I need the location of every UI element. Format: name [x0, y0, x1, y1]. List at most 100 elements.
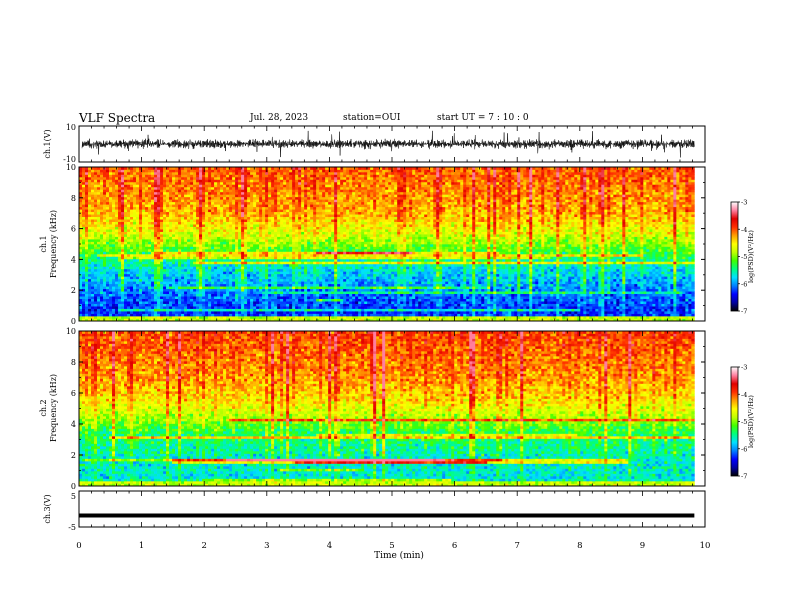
- spectrogram-cell: [217, 298, 221, 302]
- spectrogram-cell: [271, 186, 275, 190]
- spectrogram-cell: [235, 291, 239, 295]
- spectrogram-cell: [244, 298, 248, 302]
- spectrogram-cell: [229, 179, 233, 183]
- spectrogram-cell: [121, 258, 125, 262]
- spectrogram-cell: [211, 216, 215, 220]
- spectrogram-cell: [178, 278, 182, 282]
- spectrogram-cell: [178, 184, 182, 188]
- spectrogram-cell: [256, 191, 260, 195]
- spectrogram-cell: [286, 211, 290, 215]
- spectrogram-cell: [238, 201, 242, 205]
- spectrogram-cell: [103, 288, 107, 292]
- spectrogram-cell: [169, 231, 173, 235]
- spectrogram-cell: [139, 306, 143, 309]
- spectrogram-cell: [94, 204, 98, 208]
- spectrogram-cell: [283, 288, 287, 292]
- spectrogram-cell: [85, 276, 89, 280]
- spectrogram-cell: [292, 229, 296, 232]
- spectrogram-cell: [262, 196, 266, 200]
- spectrogram-cell: [118, 261, 122, 265]
- spectrogram-cell: [256, 179, 260, 183]
- spectrogram-cell: [316, 316, 320, 319]
- spectrogram-cell: [130, 224, 134, 227]
- spectrogram-cell: [154, 199, 158, 203]
- spectrogram-cell: [292, 169, 296, 173]
- spectrogram-cell: [292, 244, 296, 247]
- spectrogram-cell: [193, 311, 197, 314]
- spectrogram-cell: [226, 271, 230, 275]
- spectrogram-cell: [277, 298, 281, 302]
- spectrogram-cell: [247, 224, 251, 227]
- spectrogram-cell: [211, 263, 215, 267]
- spectrogram-cell: [172, 286, 176, 290]
- spectrogram-cell: [244, 226, 248, 230]
- spectrogram-cell: [82, 263, 86, 267]
- spectrogram-cell: [79, 276, 83, 280]
- spectrogram-cell: [157, 174, 161, 178]
- spectrogram-cell: [250, 271, 254, 275]
- spectrogram-cell: [163, 291, 167, 295]
- spectrogram-cell: [88, 219, 92, 222]
- spectrogram-cell: [94, 244, 98, 247]
- spectrogram-cell: [166, 311, 170, 314]
- spectrogram-cell: [100, 306, 104, 309]
- spectrogram-cell: [175, 234, 179, 237]
- spectrogram-cell: [97, 266, 101, 270]
- spectrogram-cell: [184, 281, 188, 285]
- spectrogram-cell: [178, 234, 182, 237]
- spectrogram-cell: [175, 204, 179, 208]
- spectrogram-cell: [226, 181, 230, 185]
- spectrogram-cell: [157, 273, 161, 277]
- spectrogram-cell: [241, 219, 245, 222]
- spectrogram-cell: [148, 268, 152, 272]
- spectrogram-cell: [190, 171, 194, 175]
- spectrogram-cell: [169, 241, 173, 245]
- spectrogram-cell: [289, 211, 293, 215]
- spectrogram-cell: [226, 256, 230, 260]
- spectrogram-cell: [217, 224, 221, 227]
- spectrogram-cell: [103, 204, 107, 208]
- spectrogram-cell: [85, 253, 89, 257]
- spectrogram-cell: [160, 313, 164, 317]
- spectrogram-cell: [199, 169, 203, 173]
- spectrogram-cell: [112, 221, 116, 225]
- spectrogram-cell: [298, 273, 302, 277]
- spectrogram-cell: [289, 261, 293, 265]
- spectrogram-cell: [250, 256, 254, 260]
- spectrogram-cell: [301, 301, 305, 304]
- spectrogram-cell: [217, 281, 221, 285]
- spectrogram-cell: [109, 219, 113, 222]
- spectrogram-cell: [133, 229, 137, 232]
- spectrogram-cell: [82, 291, 86, 295]
- spectrogram-cell: [280, 278, 284, 282]
- spectrogram-cell: [130, 216, 134, 220]
- spectrogram-cell: [178, 258, 182, 262]
- spectrogram-cell: [169, 308, 173, 312]
- spectrogram-cell: [109, 214, 113, 218]
- spectrogram-cell: [232, 239, 236, 242]
- spectrogram-cell: [178, 298, 182, 302]
- spectrogram-cell: [124, 189, 128, 193]
- spectrogram-cell: [304, 229, 308, 232]
- spectrogram-cell: [91, 211, 95, 215]
- spectrogram-cell: [166, 194, 170, 198]
- spectrogram-cell: [85, 266, 89, 270]
- spectrogram-cell: [277, 179, 281, 183]
- spectrogram-cell: [145, 244, 149, 247]
- spectrogram-cell: [160, 308, 164, 312]
- spectrogram-cell: [268, 226, 272, 230]
- spectrogram-cell: [109, 251, 113, 255]
- spectrogram-cell: [241, 169, 245, 173]
- spectrogram-cell: [172, 171, 176, 175]
- spectrogram-cell: [130, 308, 134, 312]
- spectrogram-cell: [199, 258, 203, 262]
- spectrogram-cell: [133, 211, 137, 215]
- spectrogram-cell: [295, 244, 299, 247]
- spectrogram-cell: [214, 301, 218, 304]
- spectrogram-cell: [94, 276, 98, 280]
- spectrogram-cell: [103, 194, 107, 198]
- spectrogram-cell: [103, 266, 107, 270]
- spectrogram-cell: [259, 288, 263, 292]
- spectrogram-cell: [232, 241, 236, 245]
